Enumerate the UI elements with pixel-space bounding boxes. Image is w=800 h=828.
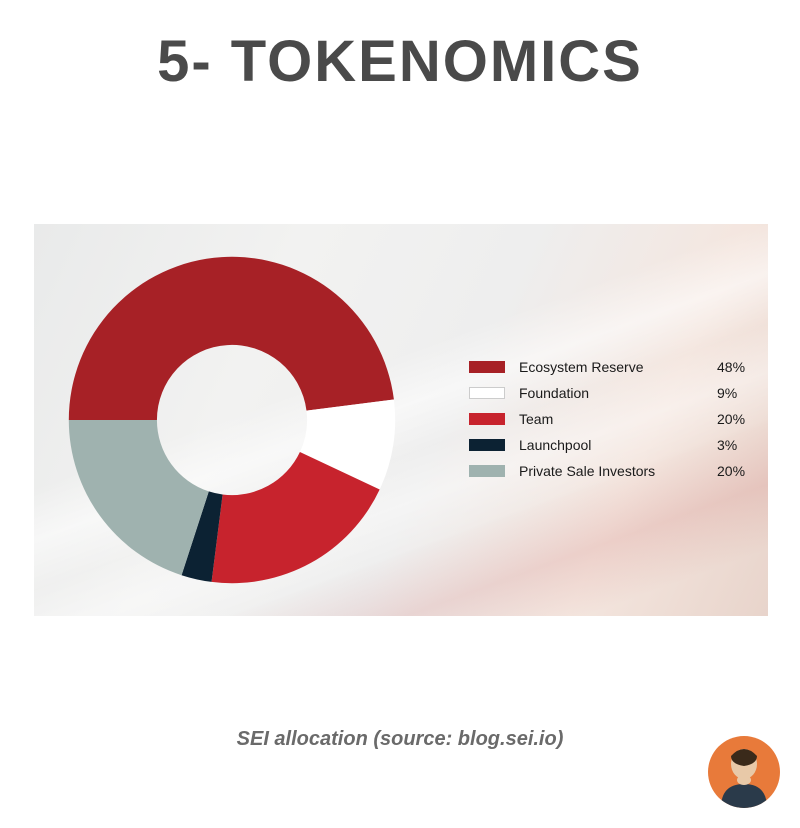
avatar [708, 736, 780, 808]
chart-legend: Ecosystem Reserve48%Foundation9%Team20%L… [469, 354, 759, 484]
donut-slice [69, 420, 209, 575]
legend-label: Ecosystem Reserve [519, 359, 717, 375]
legend-row: Launchpool3% [469, 432, 759, 458]
legend-row: Private Sale Investors20% [469, 458, 759, 484]
legend-swatch [469, 361, 505, 373]
legend-percent: 9% [717, 385, 759, 401]
legend-percent: 20% [717, 411, 759, 427]
legend-swatch [469, 413, 505, 425]
legend-label: Private Sale Investors [519, 463, 717, 479]
chart-caption: SEI allocation (source: blog.sei.io) [0, 728, 800, 751]
legend-swatch [469, 439, 505, 451]
legend-label: Team [519, 411, 717, 427]
chart-panel: Ecosystem Reserve48%Foundation9%Team20%L… [34, 224, 768, 616]
legend-row: Team20% [469, 406, 759, 432]
legend-label: Foundation [519, 385, 717, 401]
donut-chart [62, 250, 402, 590]
legend-label: Launchpool [519, 437, 717, 453]
legend-row: Ecosystem Reserve48% [469, 354, 759, 380]
legend-row: Foundation9% [469, 380, 759, 406]
legend-swatch [469, 387, 505, 399]
legend-percent: 20% [717, 463, 759, 479]
legend-percent: 3% [717, 437, 759, 453]
legend-swatch [469, 465, 505, 477]
page-title: 5- TOKENOMICS [0, 28, 800, 95]
donut-slice [69, 257, 394, 420]
legend-percent: 48% [717, 359, 759, 375]
